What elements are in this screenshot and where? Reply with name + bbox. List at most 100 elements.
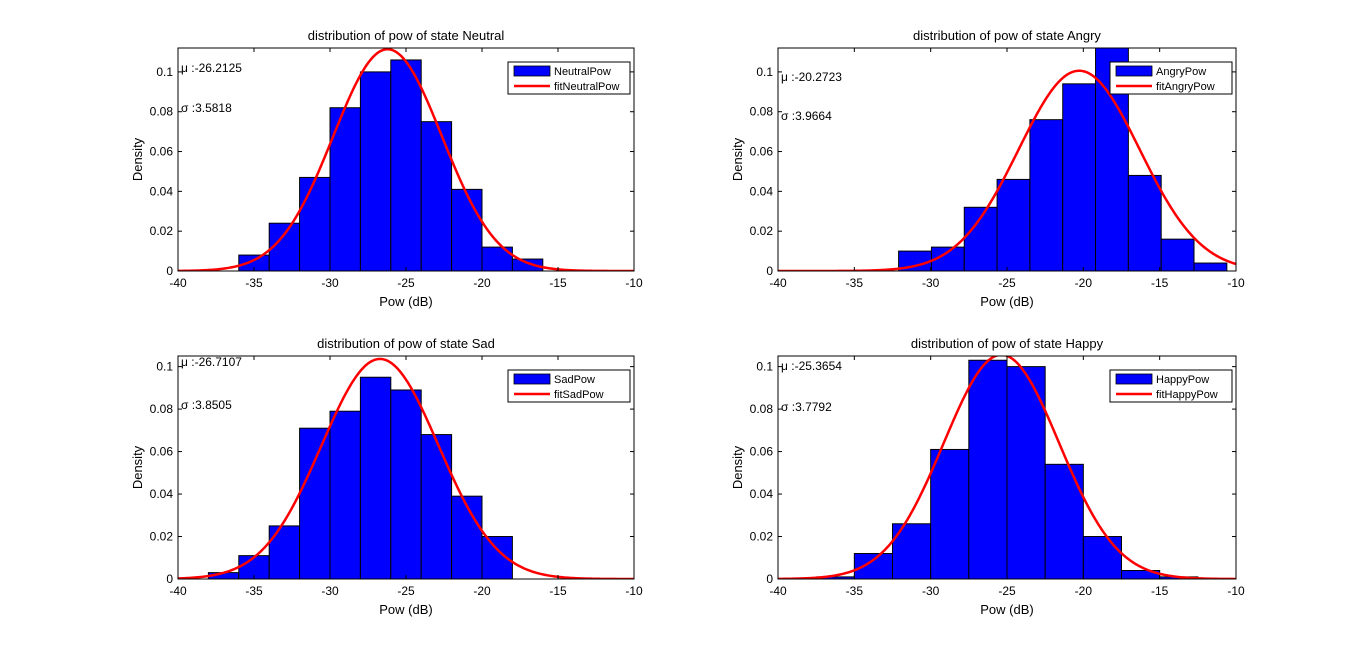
- x-tick-label: -25: [998, 584, 1016, 598]
- subplot-3: -40 -35 -30 -25 -20 -15 -10 0 0.02 0.04 0.06 0.08 0.…: [130, 336, 643, 617]
- y-axis-label: Density: [730, 445, 745, 489]
- y-tick-label: 0.1: [156, 65, 173, 79]
- bar: [329, 410, 361, 579]
- y-tick-label: 0.1: [756, 360, 773, 374]
- sigma-annotation: σ :3.8505: [181, 398, 232, 412]
- bar: [1044, 463, 1084, 579]
- bar: [481, 536, 513, 579]
- bar: [1062, 83, 1097, 271]
- chart-title: distribution of pow of state Angry: [913, 28, 1101, 43]
- bar: [853, 553, 893, 579]
- legend: NeutralPow fitNeutralPow: [507, 61, 631, 95]
- bar: [420, 434, 453, 579]
- subplot-2: -40 -35 -30 -25 -20 -15 -10 0 0.02 0.04 0.06 0.08 0.…: [730, 28, 1245, 309]
- bar: [1006, 366, 1046, 579]
- bar: [968, 359, 1008, 579]
- bar: [930, 448, 970, 579]
- legend-swatch-bars: [1115, 373, 1153, 385]
- y-tick-label: 0.02: [150, 530, 174, 544]
- legend-swatch-bars: [513, 373, 551, 385]
- y-tick-label: 0: [166, 572, 173, 586]
- x-axis-label: Pow (dB): [980, 602, 1033, 617]
- bar: [390, 59, 422, 271]
- x-tick-label: -35: [245, 276, 263, 290]
- y-tick-label: 0.04: [750, 487, 774, 501]
- legend-label-fit: fitAngryPow: [1156, 81, 1215, 93]
- bar: [451, 495, 483, 579]
- x-tick-label: -15: [549, 584, 567, 598]
- legend: AngryPow fitAngryPow: [1109, 61, 1233, 95]
- legend: HappyPow fitHappyPow: [1109, 369, 1233, 403]
- x-tick-label: -15: [1151, 584, 1169, 598]
- y-tick-label: 0.08: [750, 402, 774, 416]
- x-tick-label: -35: [245, 584, 263, 598]
- y-tick-label: 0.06: [150, 145, 174, 159]
- bar: [359, 376, 392, 579]
- y-tick-label: 0.06: [150, 445, 174, 459]
- bar: [359, 71, 392, 271]
- y-tick-label: 0.08: [750, 105, 774, 119]
- mu-annotation: μ :-20.2723: [781, 70, 842, 84]
- y-tick-label: 0: [766, 572, 773, 586]
- bar: [1160, 238, 1195, 271]
- chart-title: distribution of pow of state Sad: [317, 336, 495, 351]
- x-tick-label: -25: [397, 276, 415, 290]
- mu-annotation: μ :-25.3654: [781, 359, 842, 373]
- y-tick-label: 0: [166, 264, 173, 278]
- x-tick-label: -30: [922, 276, 940, 290]
- x-tick-label: -40: [169, 584, 187, 598]
- bar: [1193, 262, 1228, 271]
- legend: SadPow fitSadPow: [507, 369, 631, 403]
- x-tick-label: -20: [1075, 584, 1093, 598]
- y-tick-label: 0.08: [150, 105, 174, 119]
- x-tick-label: -15: [549, 276, 567, 290]
- y-tick-label: 0.1: [756, 65, 773, 79]
- x-axis-label: Pow (dB): [379, 294, 432, 309]
- bar: [420, 121, 453, 271]
- fit-curve: [778, 356, 1236, 579]
- legend-swatch-bars: [1115, 65, 1153, 77]
- bar: [268, 525, 301, 579]
- x-tick-label: -25: [397, 584, 415, 598]
- y-axis-label: Density: [130, 445, 145, 489]
- legend-label-bars: NeutralPow: [554, 66, 611, 78]
- y-tick-label: 0.08: [150, 402, 174, 416]
- x-axis-label: Pow (dB): [980, 294, 1033, 309]
- x-tick-label: -40: [769, 276, 787, 290]
- x-tick-label: -30: [321, 584, 339, 598]
- bar: [451, 188, 483, 271]
- x-tick-label: -25: [998, 276, 1016, 290]
- legend-label-fit: fitSadPow: [554, 389, 604, 401]
- y-tick-label: 0.02: [750, 224, 774, 238]
- subplot-4: -40 -35 -30 -25 -20 -15 -10 0 0.02 0.04 0.06 0.08 0.…: [730, 336, 1245, 617]
- y-tick-label: 0.02: [150, 224, 174, 238]
- x-tick-label: -10: [625, 584, 643, 598]
- y-tick-label: 0.04: [750, 184, 774, 198]
- x-tick-label: -15: [1151, 276, 1169, 290]
- x-tick-label: -20: [473, 276, 491, 290]
- y-tick-label: 0.02: [750, 530, 774, 544]
- legend-label-bars: SadPow: [554, 374, 595, 386]
- x-tick-label: -10: [625, 276, 643, 290]
- y-tick-label: 0.1: [156, 360, 173, 374]
- histogram-bars: [207, 376, 513, 579]
- sigma-annotation: σ :3.9664: [781, 109, 832, 123]
- legend-label-bars: AngryPow: [1156, 66, 1206, 78]
- x-tick-label: -30: [321, 276, 339, 290]
- sigma-annotation: σ :3.7792: [781, 400, 832, 414]
- sigma-annotation: σ :3.5818: [181, 101, 232, 115]
- bar: [299, 176, 331, 271]
- bar: [1095, 48, 1129, 271]
- legend-label-bars: HappyPow: [1156, 374, 1209, 386]
- x-tick-label: -40: [769, 584, 787, 598]
- x-tick-label: -35: [846, 276, 864, 290]
- bar: [1029, 119, 1064, 271]
- x-tick-label: -40: [169, 276, 187, 290]
- bar: [299, 427, 331, 579]
- y-axis-label: Density: [730, 137, 745, 181]
- x-tick-label: -10: [1227, 276, 1245, 290]
- y-tick-label: 0: [766, 264, 773, 278]
- bar: [390, 389, 422, 579]
- x-tick-label: -20: [473, 584, 491, 598]
- x-axis-label: Pow (dB): [379, 602, 432, 617]
